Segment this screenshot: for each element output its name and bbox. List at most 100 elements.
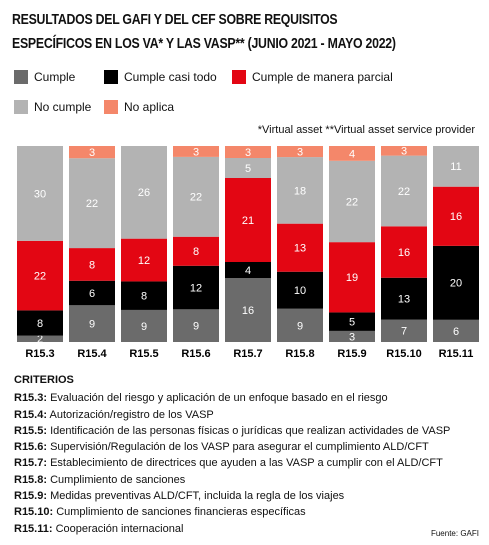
x-tick-label: R15.10	[386, 348, 421, 360]
bar-segment	[277, 308, 323, 342]
criterion-text: Cumplimiento de sanciones financieras es…	[56, 506, 306, 519]
data-label: 30	[34, 188, 46, 200]
data-label: 21	[242, 215, 254, 227]
legend-swatch	[104, 70, 118, 84]
legend-item: Cumple casi todo	[104, 70, 217, 84]
criterion-code: R15.3:	[14, 392, 48, 405]
data-label: 2	[37, 334, 43, 346]
bar-segment	[173, 265, 219, 310]
data-label: 3	[193, 146, 199, 158]
data-label: 26	[138, 187, 150, 199]
bar-segment	[225, 158, 271, 178]
criterion-text: Establecimiento de directrices que ayude…	[50, 457, 443, 470]
bar-segment	[277, 271, 323, 309]
bar-segment	[381, 277, 427, 320]
data-label: 4	[245, 265, 251, 277]
bar-segment	[173, 156, 219, 237]
bar-segment	[277, 223, 323, 272]
bar-segment	[173, 309, 219, 342]
criterion: R15.4: Autorización/registro de los VASP	[14, 407, 450, 423]
bar-segment	[277, 157, 323, 224]
criterion-text: Cumplimiento de sanciones	[50, 473, 186, 486]
legend-label: No aplica	[124, 100, 175, 114]
criterion-code: R15.5:	[14, 424, 48, 437]
criteria: CRITERIOS R15.3: Evaluación del riesgo y…	[14, 372, 450, 537]
x-tick-label: R15.4	[77, 348, 107, 360]
bar-segment	[381, 319, 427, 342]
legend-swatch	[104, 100, 118, 114]
x-tick-label: R15.8	[285, 348, 314, 360]
bar-segment	[17, 335, 63, 342]
bar-segment	[433, 146, 479, 187]
data-label: 8	[141, 291, 147, 303]
note: *Virtual asset **Virtual asset service p…	[257, 124, 475, 136]
bar-segment	[381, 146, 427, 156]
data-label: 5	[245, 163, 251, 175]
bar-segment	[17, 146, 63, 241]
bar-segment	[121, 146, 167, 239]
data-label: 22	[398, 186, 410, 198]
criterion-code: R15.10:	[14, 506, 54, 519]
legend-item: Cumple de manera parcial	[232, 70, 393, 84]
bar-segment	[433, 245, 479, 320]
legend-swatch	[232, 70, 246, 84]
criterion-text: Evaluación del riesgo y aplicación de un…	[50, 392, 388, 405]
bar-segment	[381, 155, 427, 227]
bar-segment	[17, 310, 63, 336]
bar-segment	[329, 242, 375, 313]
legend-label: No cumple	[34, 100, 92, 114]
data-label: 6	[89, 288, 95, 300]
bar-segment	[329, 146, 375, 161]
bar-segment	[381, 226, 427, 278]
data-label: 7	[401, 326, 407, 338]
data-label: 16	[242, 305, 254, 317]
bar-segment	[433, 319, 479, 342]
criterion: R15.10: Cumplimiento de sanciones financ…	[14, 504, 450, 520]
source: Fuente: GAFI	[430, 529, 479, 538]
data-label: 9	[193, 321, 199, 333]
criterion: R15.5: Identificación de las personas fí…	[14, 423, 450, 439]
bar-segment	[329, 312, 375, 331]
data-label: 22	[346, 196, 358, 208]
bar-segment	[121, 281, 167, 310]
bar-segment	[69, 305, 115, 342]
data-label: 13	[294, 243, 306, 255]
bar-segment	[225, 178, 271, 262]
criterion-text: Supervisión/Regulación de los VASP para …	[50, 441, 429, 454]
legend-item: No aplica	[104, 100, 174, 114]
legend-swatch	[14, 100, 28, 114]
data-label: 3	[401, 146, 407, 158]
x-tick-label: R15.3	[25, 348, 54, 360]
data-label: 22	[190, 192, 202, 204]
criterion-text: Identificación de las personas físicas o…	[50, 424, 451, 437]
criterion-code: R15.11:	[14, 522, 53, 535]
bar-segment	[69, 248, 115, 281]
data-label: 9	[141, 321, 147, 333]
bar-segment	[329, 330, 375, 342]
data-label: 10	[294, 285, 306, 297]
bar-segment	[225, 146, 271, 158]
data-label: 16	[398, 247, 410, 259]
data-label: 3	[297, 146, 303, 158]
bar-segment	[121, 238, 167, 282]
bar-segment	[329, 160, 375, 243]
criterion: R15.9: Medidas preventivas ALD/CFT, incl…	[14, 488, 450, 504]
legend-swatch	[14, 70, 28, 84]
x-tick-label: R15.7	[233, 348, 262, 360]
criteria-title: CRITERIOS	[14, 374, 74, 386]
data-label: 20	[450, 278, 462, 290]
data-label: 13	[398, 294, 410, 306]
criterion: R15.3: Evaluación del riesgo y aplicació…	[14, 390, 450, 406]
criterion-code: R15.4:	[14, 408, 48, 421]
criterion-text: Medidas preventivas ALD/CFT, incluida la…	[50, 490, 345, 503]
data-label: 16	[450, 211, 462, 223]
criterion: R15.7: Establecimiento de directrices qu…	[14, 455, 450, 471]
criterion: R15.8: Cumplimiento de sanciones	[14, 472, 450, 488]
data-label: 5	[349, 317, 355, 329]
criterion-code: R15.9:	[14, 490, 48, 503]
x-tick-label: R15.5	[129, 348, 158, 360]
legend-item: No cumple	[14, 100, 91, 114]
criterion-code: R15.8:	[14, 473, 48, 486]
x-tick-label: R15.6	[181, 348, 210, 360]
data-label: 8	[37, 318, 43, 330]
